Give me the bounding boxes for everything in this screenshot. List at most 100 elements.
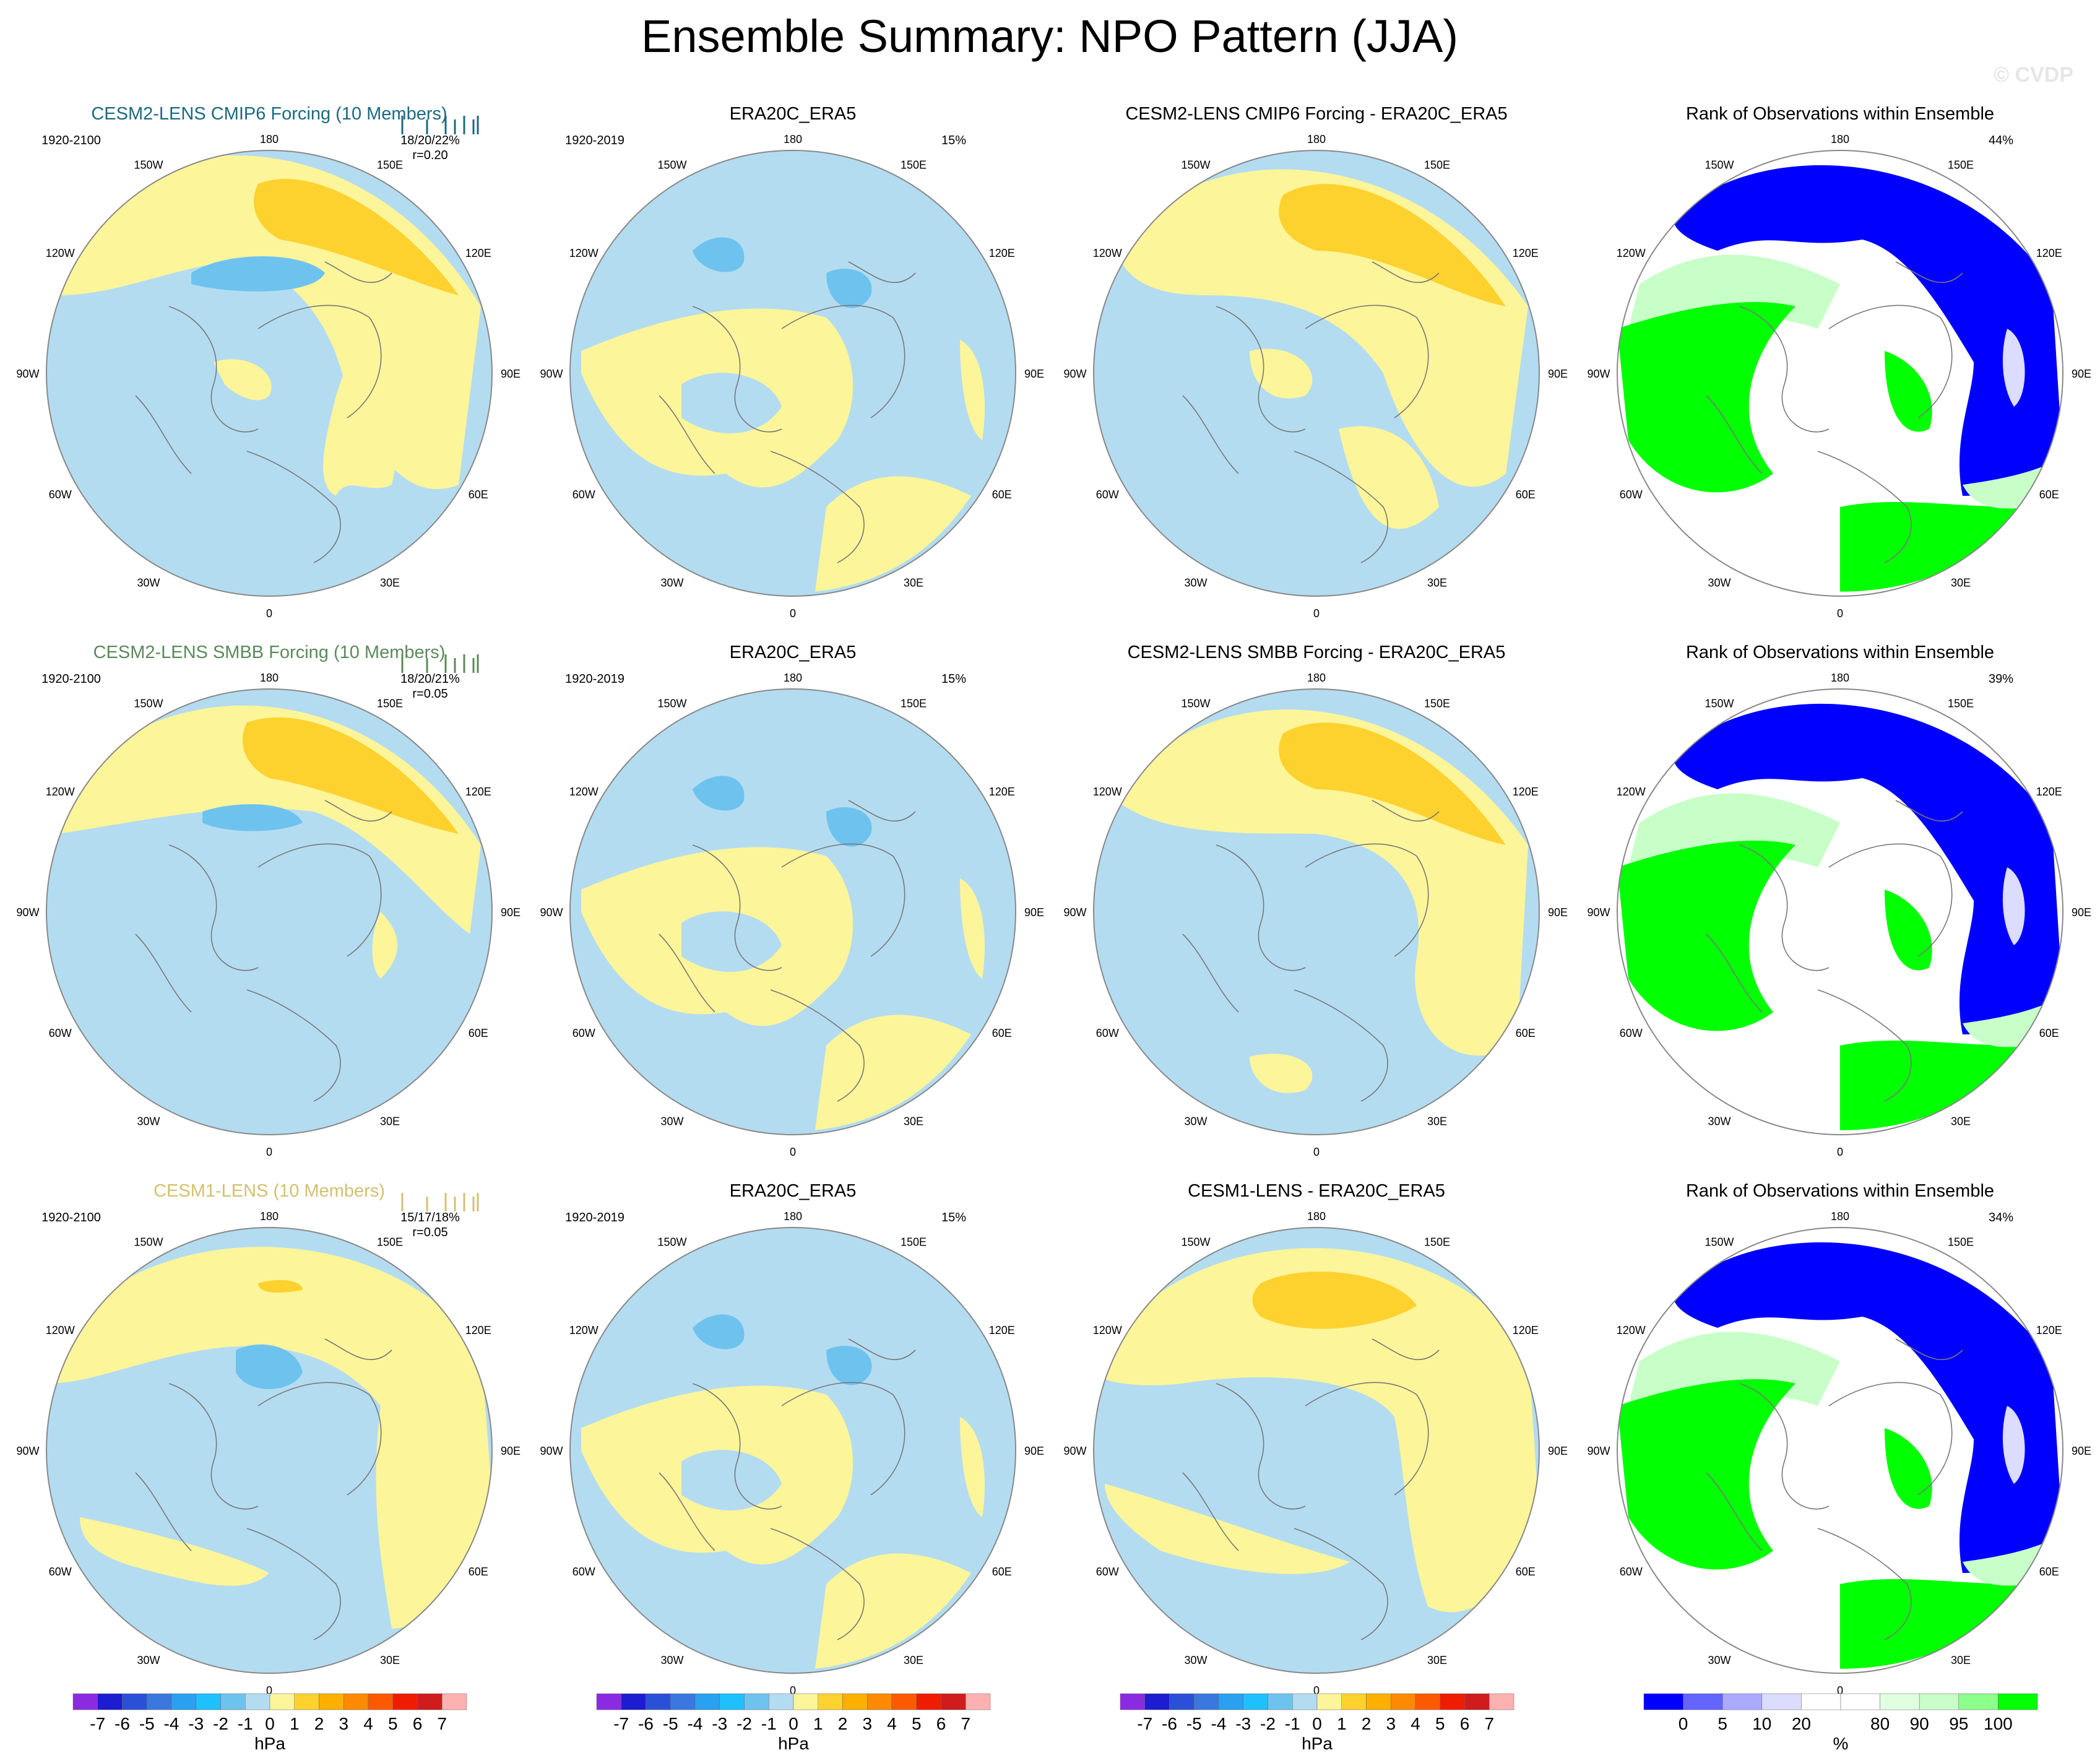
colorbar-swatch [966,1693,991,1710]
longitude-label: 180 [784,133,802,145]
coastline [770,1528,865,1640]
longitude-label: 120W [1617,247,1646,259]
longitude-label: 150W [657,697,686,709]
longitude-label: 120W [569,1324,598,1336]
longitude-label: 120E [1513,247,1539,259]
longitude-label: 90W [540,1445,563,1457]
map-fill-regions [581,1314,985,1669]
colorbar-swatch [769,1693,794,1710]
longitude-label: 180 [1307,133,1326,145]
coastline [1216,1383,1306,1510]
longitude-label: 60W [49,1027,72,1039]
colorbar-swatch [1440,1693,1465,1710]
variance-label: 15% [941,1211,966,1224]
longitude-label: 120E [2036,786,2062,798]
map-fill-regions [581,776,985,1130]
map-border [1093,150,1540,597]
longitude-label: 150E [1948,1236,1974,1248]
coastline [135,1472,192,1551]
colorbar-tick-label: 90 [1910,1714,1929,1733]
longitude-label: 90E [2072,906,2091,919]
longitude-label: 30W [137,1115,160,1128]
variance-label: 15/17/18% [400,1211,460,1224]
contour-region [681,911,782,972]
longitude-label: 150W [1181,697,1210,709]
longitude-label: 120E [989,1324,1015,1336]
contour-region [826,1345,872,1385]
longitude-label: 90W [16,1445,39,1457]
colorbar-swatch [319,1693,344,1710]
coastline [781,843,905,957]
longitude-label: 60W [49,1566,72,1578]
map-fill-regions [1617,1242,2063,1669]
variance-label: 18/20/21% [400,672,460,686]
longitude-label: 30E [1427,1115,1447,1128]
longitude-label: 120E [2036,1324,2062,1336]
longitude-label: 120W [1093,247,1122,259]
coastline [1305,305,1429,418]
longitude-label: 150E [377,697,403,709]
longitude-label: 90W [1587,1445,1610,1457]
longitude-label: 180 [1831,133,1849,145]
map-panel-r1-c3: 180 150E 120E 90E 60E 30E 0 30W 60W 90W 120W 150W CE… [1063,104,1568,620]
colorbar-swatch [1194,1693,1219,1710]
longitude-label: 30E [380,1115,400,1128]
map-panel-r3-c1: 180 150E 120E 90E 60E 30E 0 30W 60W 90W 120W 150W CE… [16,1181,521,1697]
map-fill-regions [581,237,985,592]
contour-region [202,804,303,831]
longitude-label: 120W [569,786,598,798]
coastline [1182,395,1239,474]
longitude-label: 90W [540,906,563,919]
correlation-label: r=0.20 [412,149,447,162]
coastline [659,1472,715,1551]
map-border [569,688,1016,1135]
colorbar-swatch [368,1693,393,1710]
colorbar-swatch [1292,1693,1318,1710]
longitude-label: 150E [377,158,403,171]
colorbar-tick-label: 2 [838,1714,848,1733]
colorbar-tick-label: 4 [1411,1714,1420,1733]
coastline [246,1528,341,1640]
coastline [1182,1472,1239,1551]
panel-title: CESM1-LENS (10 Members) [153,1181,385,1201]
longitude-label: 30W [1708,1115,1731,1128]
coastline [1706,933,1763,1013]
coastline [1706,395,1763,474]
longitude-label: 150W [657,158,686,171]
longitude-label: 150E [901,158,927,171]
coastline [1216,844,1306,971]
colorbar-swatch [392,1693,418,1710]
colorbar-swatch [1722,1693,1763,1710]
panel-grid: 180 150E 120E 90E 60E 30E 0 30W 60W 90W 120W 150W CE… [16,104,2091,1697]
correlation-label: r=0.05 [412,1226,447,1239]
period-label: 1920-2100 [41,134,101,147]
longitude-label: 0 [1837,1146,1843,1158]
longitude-label: 120W [46,1324,75,1336]
colorbar-tick-label: -3 [712,1714,727,1733]
coastline [1294,1528,1388,1640]
coastline [1216,306,1306,433]
variance-label: 44% [1989,134,2013,147]
coastline [1828,1382,1953,1496]
colorbar-unit: % [1833,1734,1849,1753]
longitude-label: 180 [260,133,279,145]
longitude-label: 30W [1708,1654,1731,1666]
longitude-label: 90W [540,368,563,380]
colorbar-tick-label: -4 [1211,1714,1227,1733]
colorbar-tick-label: 1 [1337,1714,1347,1733]
contour-region [1673,1242,2063,1573]
coastline [770,451,865,563]
longitude-label: 60W [1096,488,1119,501]
longitude-label: 0 [1313,1684,1320,1697]
longitude-label: 120E [989,786,1015,798]
longitude-label: 180 [260,1210,279,1223]
colorbar-tick-label: 5 [388,1714,398,1733]
panel-title: CESM2-LENS CMIP6 Forcing (10 Members) [91,104,447,124]
colorbar-swatch [596,1693,621,1710]
coastline [692,844,782,971]
longitude-label: 30E [1427,1654,1447,1666]
longitude-label: 150W [1705,158,1734,171]
variance-label: 39% [1989,672,2013,686]
coastline [781,305,905,418]
colorbar-tick-label: -7 [1137,1714,1152,1733]
